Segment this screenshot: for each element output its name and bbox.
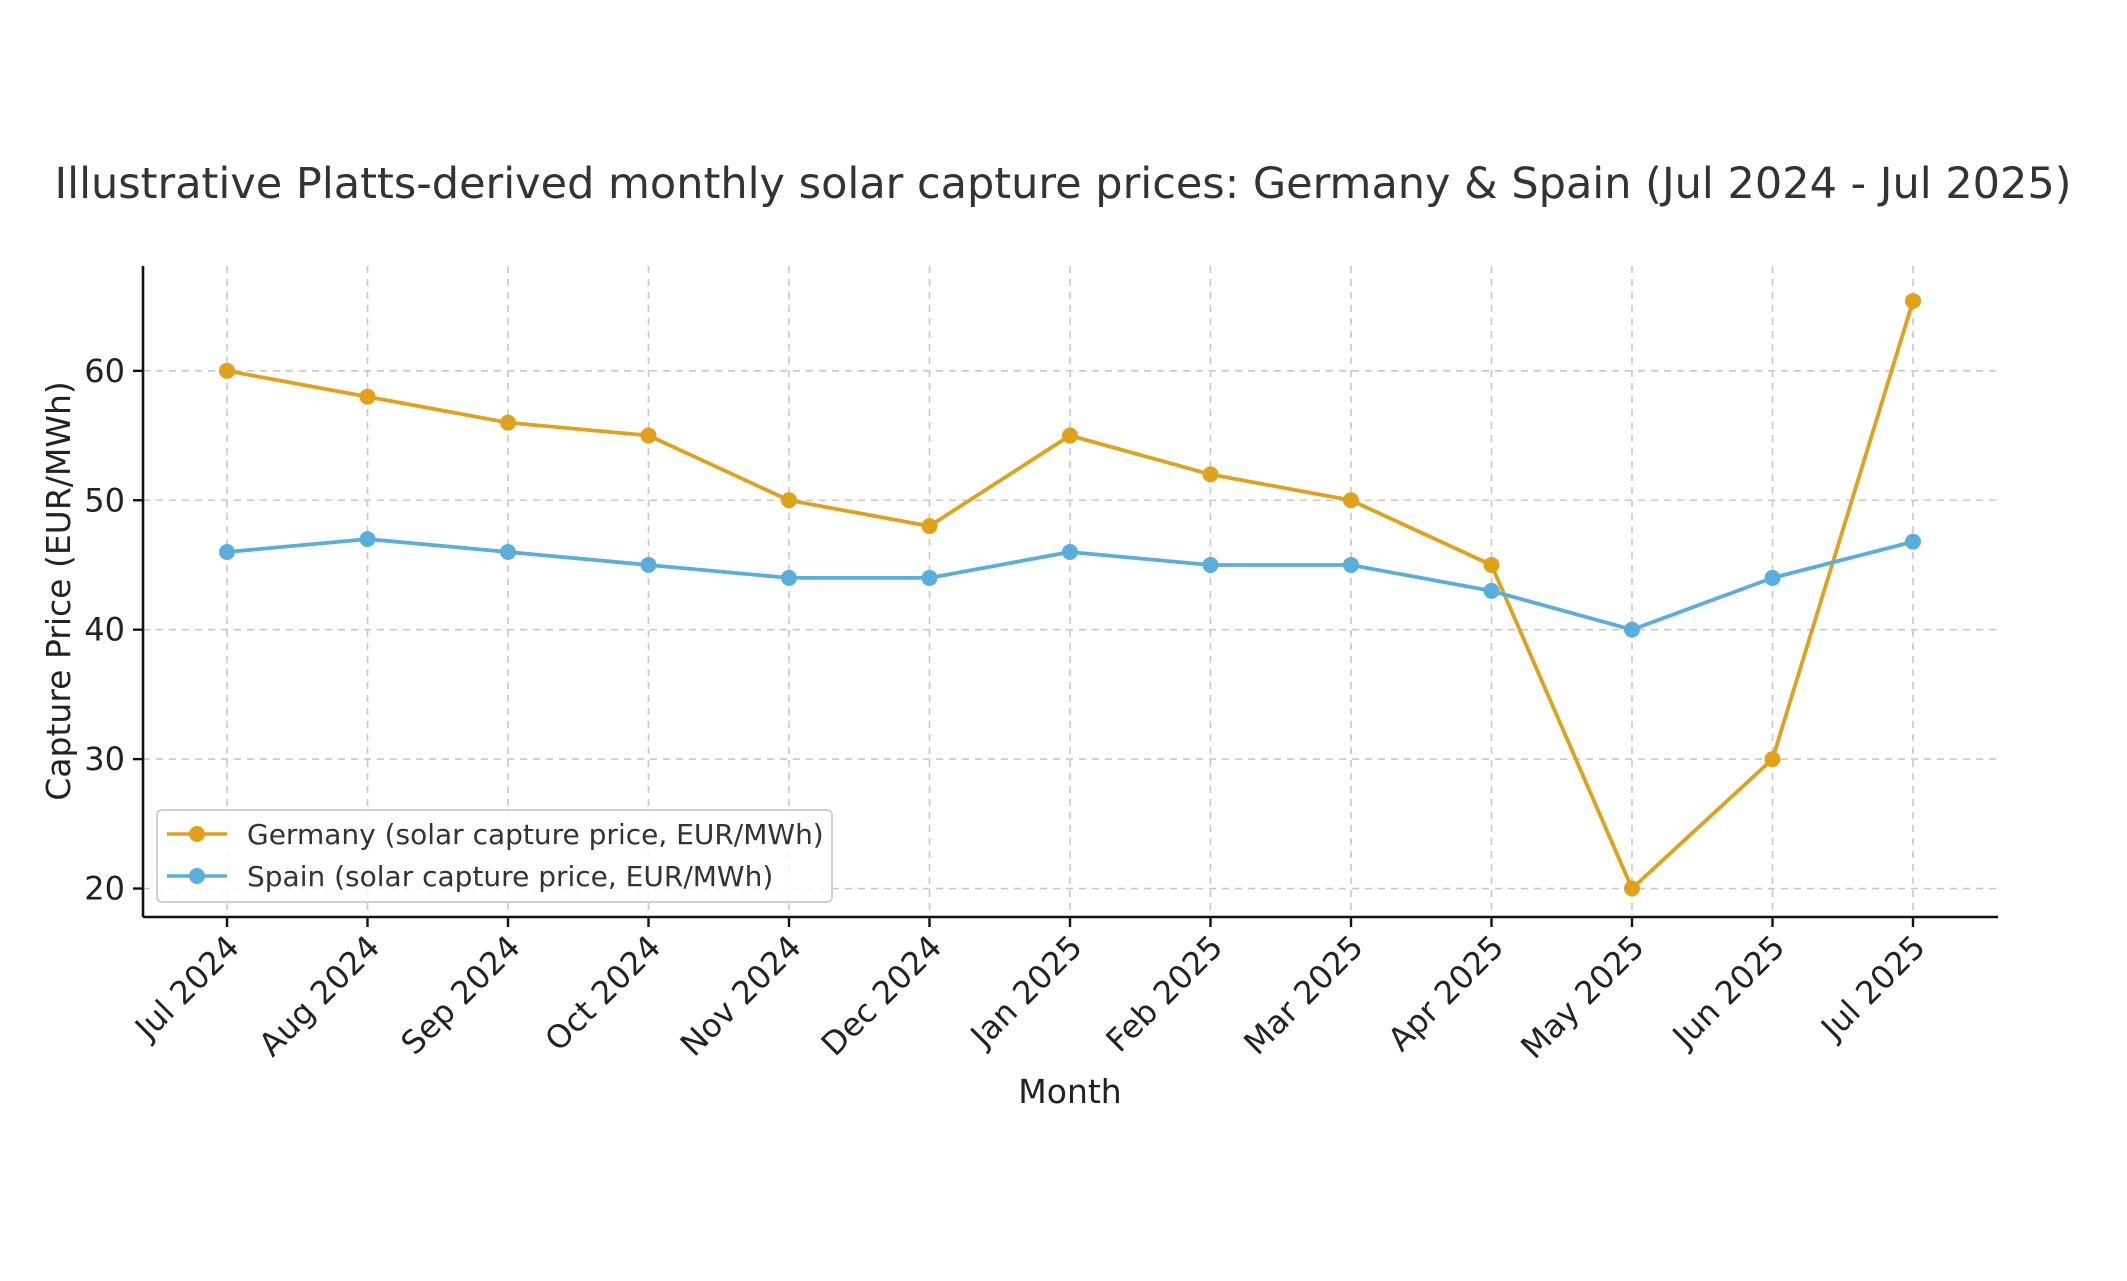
- legend-germany-label: Germany (solar capture price, EUR/MWh): [247, 818, 824, 851]
- x-tick-label-oct-2024: Oct 2024: [537, 928, 668, 1059]
- legend: Germany (solar capture price, EUR/MWh) S…: [156, 809, 833, 903]
- data-point-spain-aug-2024: [359, 531, 376, 548]
- series-layer: [219, 292, 1921, 897]
- data-point-germany-aug-2024: [359, 388, 376, 405]
- y-tick-label-30: 30: [84, 740, 125, 778]
- x-tick-label-feb-2025: Feb 2025: [1098, 928, 1230, 1060]
- data-point-spain-mar-2025: [1343, 556, 1359, 573]
- data-point-germany-may-2025: [1624, 880, 1640, 897]
- legend-spain-label: Spain (solar capture price, EUR/MWh): [247, 860, 773, 893]
- x-tick-label-jul-2025: Jul 2025: [1812, 928, 1932, 1048]
- data-point-germany-jul-2025: [1905, 292, 1921, 309]
- legend-spain-marker: [189, 868, 205, 884]
- data-point-spain-may-2025: [1624, 621, 1640, 638]
- data-point-germany-jul-2024: [219, 362, 235, 379]
- data-point-spain-jul-2025: [1905, 533, 1921, 550]
- x-tick-label-jul-2024: Jul 2024: [126, 928, 246, 1048]
- data-point-spain-feb-2025: [1202, 556, 1219, 573]
- data-point-spain-dec-2024: [921, 569, 938, 586]
- data-point-spain-jul-2024: [219, 544, 235, 561]
- tick-labels: Jul 2024 Aug 2024 Sep 2024 Oct 2024 Nov 2024…: [84, 352, 1932, 1066]
- grid-layer: [143, 266, 1998, 917]
- data-point-spain-apr-2025: [1483, 582, 1500, 599]
- data-point-germany-dec-2024: [921, 518, 938, 535]
- x-tick-label-dec-2024: Dec 2024: [814, 928, 949, 1063]
- data-point-spain-oct-2024: [640, 556, 657, 573]
- x-tick-label-aug-2024: Aug 2024: [251, 928, 387, 1064]
- x-tick-label-nov-2024: Nov 2024: [673, 928, 809, 1064]
- data-point-germany-apr-2025: [1483, 556, 1500, 573]
- x-tick-label-may-2025: May 2025: [1513, 928, 1651, 1066]
- data-point-spain-nov-2024: [781, 569, 797, 586]
- data-point-spain-jun-2025: [1764, 569, 1781, 586]
- data-point-germany-feb-2025: [1202, 466, 1219, 483]
- data-point-germany-oct-2024: [640, 427, 657, 444]
- data-point-germany-sep-2024: [500, 414, 516, 431]
- data-point-germany-jun-2025: [1764, 751, 1781, 768]
- data-point-germany-mar-2025: [1343, 492, 1359, 509]
- legend-germany-marker: [189, 826, 205, 842]
- y-tick-label-20: 20: [84, 870, 125, 908]
- data-point-germany-jan-2025: [1062, 427, 1078, 444]
- chart-title: Illustrative Platts-derived monthly sola…: [54, 159, 2071, 209]
- x-tick-label-sep-2024: Sep 2024: [393, 928, 527, 1062]
- x-tick-label-apr-2025: Apr 2025: [1380, 928, 1511, 1059]
- y-tick-label-40: 40: [84, 611, 125, 649]
- legend-box: [156, 809, 833, 903]
- y-tick-label-60: 60: [84, 352, 125, 390]
- x-axis-label: Month: [1018, 1072, 1121, 1111]
- data-point-spain-sep-2024: [500, 544, 516, 561]
- data-point-spain-jan-2025: [1062, 544, 1078, 561]
- data-point-germany-nov-2024: [781, 492, 797, 509]
- x-tick-label-jan-2025: Jan 2025: [962, 928, 1090, 1056]
- x-tick-label-mar-2025: Mar 2025: [1236, 928, 1370, 1062]
- y-axis-label: Capture Price (EUR/MWh): [39, 381, 78, 801]
- x-tick-label-jun-2025: Jun 2025: [1664, 928, 1792, 1056]
- y-tick-label-50: 50: [84, 481, 125, 519]
